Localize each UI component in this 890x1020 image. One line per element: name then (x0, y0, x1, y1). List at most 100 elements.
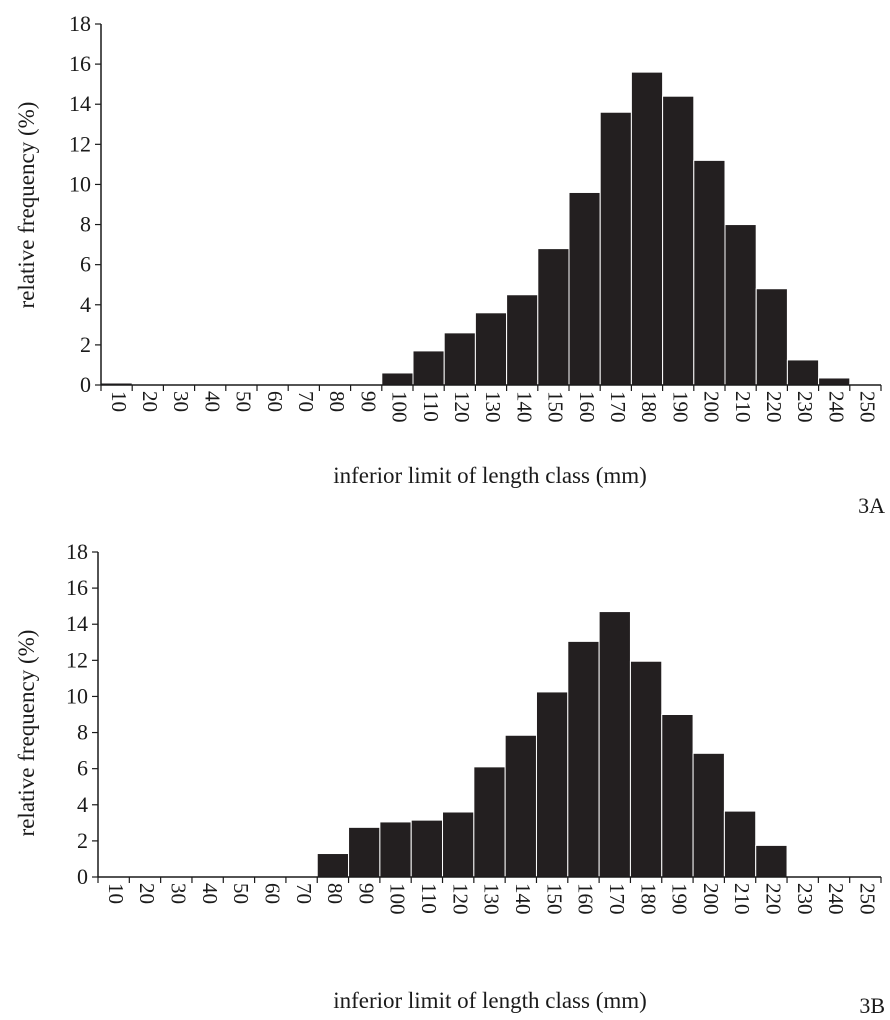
x-tick-label: 70 (292, 883, 316, 904)
x-tick-label: 130 (481, 391, 505, 423)
bar-230 (787, 360, 818, 385)
x-tick-label: 230 (793, 883, 817, 915)
x-ticks: 10 20 30 40 50 60 70 80 90 100 110 120 130 140 150 160 1… (101, 385, 881, 423)
x-tick-label: 120 (448, 883, 472, 915)
bar-240 (819, 378, 850, 385)
x-tick-label: 60 (260, 883, 284, 904)
x-tick-label: 210 (731, 391, 755, 423)
x-tick-label: 20 (135, 883, 159, 904)
bar-180 (630, 661, 661, 877)
x-tick-label: 80 (325, 391, 349, 412)
y-tick-label: 8 (80, 212, 91, 237)
bar-200 (694, 160, 725, 385)
y-tick-label: 14 (66, 611, 88, 636)
bar-120 (444, 333, 475, 385)
y-tick-label: 14 (69, 91, 91, 116)
bar-190 (662, 715, 693, 878)
y-tick-label: 16 (69, 51, 91, 76)
x-axis-label: inferior limit of length class (mm) (333, 988, 647, 1013)
x-tick-label: 160 (575, 391, 599, 423)
chart-panel-3a: relative frequency (%) inferior limit of… (14, 11, 885, 518)
x-tick-label: 190 (668, 391, 692, 423)
y-tick-label: 12 (66, 647, 88, 672)
x-tick-label: 110 (419, 391, 443, 422)
y-tick-label: 0 (77, 864, 88, 889)
x-tick-label: 110 (417, 883, 441, 914)
x-tick-label: 150 (542, 883, 566, 915)
bar-160 (568, 641, 599, 877)
x-tick-label: 10 (104, 883, 128, 904)
x-tick-label: 170 (606, 391, 630, 423)
y-tick-label: 2 (77, 828, 88, 853)
bar-160 (569, 192, 600, 385)
x-tick-label: 140 (512, 391, 536, 423)
x-tick-label: 90 (354, 883, 378, 904)
x-axis-label: inferior limit of length class (mm) (333, 463, 647, 488)
bar-90 (349, 827, 380, 877)
y-axis-label: relative frequency (%) (14, 630, 39, 837)
x-tick-label: 40 (198, 883, 222, 904)
bar-210 (725, 225, 756, 385)
bar-140 (505, 735, 536, 877)
x-tick-label: 160 (574, 883, 598, 915)
x-tick-label: 50 (229, 883, 253, 904)
bar-220 (756, 289, 787, 385)
x-tick-label: 150 (544, 391, 568, 423)
x-tick-label: 10 (107, 391, 131, 412)
y-tick-label: 10 (69, 171, 91, 196)
x-tick-label: 250 (856, 391, 880, 423)
x-tick-label: 30 (169, 391, 193, 412)
bars (101, 72, 881, 385)
x-tick-label: 250 (856, 883, 880, 915)
x-tick-label: 80 (323, 883, 347, 904)
y-tick-label: 6 (80, 252, 91, 277)
y-tick-label: 4 (80, 292, 91, 317)
bar-100 (382, 373, 413, 385)
x-tick-label: 20 (138, 391, 162, 412)
x-tick-label: 200 (699, 883, 723, 915)
bar-180 (631, 72, 662, 385)
x-tick-label: 50 (232, 391, 256, 412)
y-tick-label: 8 (77, 720, 88, 745)
bar-120 (443, 812, 474, 877)
bar-130 (475, 313, 506, 385)
bar-110 (411, 820, 442, 877)
y-tick-label: 0 (80, 372, 91, 397)
x-tick-label: 220 (762, 883, 786, 915)
x-tick-label: 90 (356, 391, 380, 412)
y-axis-label: relative frequency (%) (14, 102, 39, 309)
y-tick-label: 10 (66, 683, 88, 708)
x-tick-label: 200 (700, 391, 724, 423)
x-tick-label: 140 (511, 883, 535, 915)
x-tick-label: 180 (636, 883, 660, 915)
x-tick-label: 100 (386, 883, 410, 915)
bar-170 (600, 112, 631, 385)
bar-150 (536, 692, 567, 877)
y-tick-label: 16 (66, 575, 88, 600)
y-tick-label: 18 (69, 11, 91, 36)
bar-140 (507, 295, 538, 385)
y-tick-label: 18 (66, 539, 88, 564)
x-tick-label: 60 (263, 391, 287, 412)
x-tick-label: 130 (480, 883, 504, 915)
x-tick-label: 210 (730, 883, 754, 915)
x-tick-label: 240 (824, 391, 848, 423)
x-tick-label: 70 (294, 391, 318, 412)
y-tick-label: 2 (80, 332, 91, 357)
x-tick-label: 180 (637, 391, 661, 423)
panel-label: 3A (858, 493, 885, 518)
bar-130 (474, 767, 505, 877)
y-tick-label: 4 (77, 792, 88, 817)
bar-170 (599, 612, 630, 877)
bar-210 (724, 811, 755, 877)
x-tick-label: 190 (668, 883, 692, 915)
x-tick-label: 30 (166, 883, 190, 904)
x-tick-label: 40 (200, 391, 224, 412)
bar-100 (380, 822, 411, 877)
bar-190 (663, 96, 694, 385)
x-tick-label: 240 (824, 883, 848, 915)
panel-label: 3B (859, 993, 885, 1018)
bar-150 (538, 249, 569, 385)
x-ticks: 10 20 30 40 50 60 70 80 90 100 110 120 130 140 150 160 1… (98, 877, 881, 915)
